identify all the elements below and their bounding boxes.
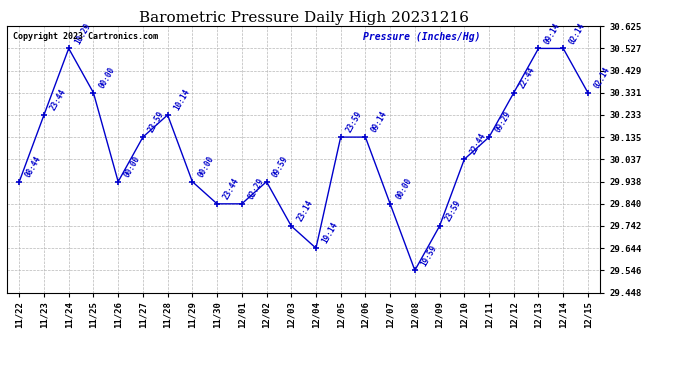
Text: 23:44: 23:44 bbox=[221, 177, 241, 201]
Text: 09:14: 09:14 bbox=[542, 21, 562, 46]
Text: 22:44: 22:44 bbox=[469, 132, 488, 156]
Text: 09:29: 09:29 bbox=[493, 110, 513, 134]
Text: 08:44: 08:44 bbox=[23, 154, 43, 179]
Text: 19:14: 19:14 bbox=[320, 221, 339, 245]
Text: 22:44: 22:44 bbox=[518, 66, 538, 90]
Text: 02:29: 02:29 bbox=[246, 177, 266, 201]
Text: 23:59: 23:59 bbox=[444, 199, 463, 223]
Text: 00:00: 00:00 bbox=[122, 154, 141, 179]
Text: 00:00: 00:00 bbox=[97, 66, 117, 90]
Text: 10:14: 10:14 bbox=[172, 88, 191, 112]
Text: 00:00: 00:00 bbox=[394, 177, 414, 201]
Text: 00:00: 00:00 bbox=[197, 154, 216, 179]
Text: 10:29: 10:29 bbox=[73, 21, 92, 46]
Text: 19:59: 19:59 bbox=[419, 243, 438, 267]
Text: 09:14: 09:14 bbox=[370, 110, 389, 134]
Text: 09:59: 09:59 bbox=[270, 154, 290, 179]
Text: 02:14: 02:14 bbox=[592, 66, 611, 90]
Title: Barometric Pressure Daily High 20231216: Barometric Pressure Daily High 20231216 bbox=[139, 11, 469, 25]
Text: Copyright 2023 Cartronics.com: Copyright 2023 Cartronics.com bbox=[13, 32, 158, 40]
Text: 23:59: 23:59 bbox=[147, 110, 166, 134]
Text: 23:44: 23:44 bbox=[48, 88, 68, 112]
Text: 23:59: 23:59 bbox=[345, 110, 364, 134]
Text: 02:14: 02:14 bbox=[567, 21, 586, 46]
Text: 23:14: 23:14 bbox=[295, 199, 315, 223]
Text: Pressure (Inches/Hg): Pressure (Inches/Hg) bbox=[363, 32, 480, 42]
